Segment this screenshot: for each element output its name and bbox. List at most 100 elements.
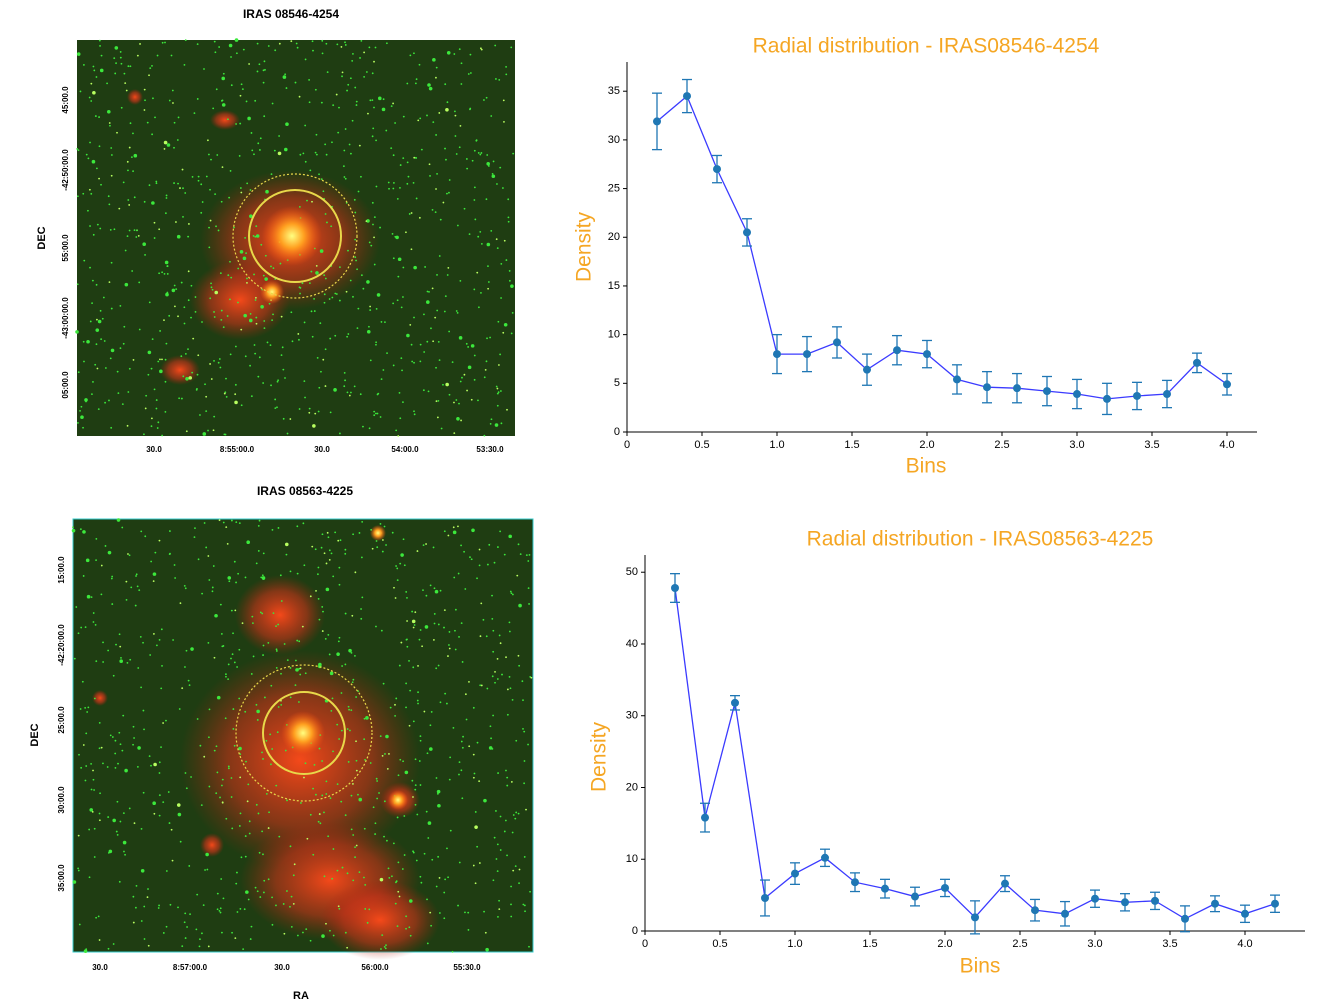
star xyxy=(208,785,211,788)
star xyxy=(503,322,508,327)
star xyxy=(448,647,451,650)
star xyxy=(318,747,321,750)
star xyxy=(485,947,489,952)
star xyxy=(502,187,504,189)
star xyxy=(364,883,367,886)
star xyxy=(284,749,287,752)
star xyxy=(408,899,413,903)
star xyxy=(212,565,215,567)
data-point xyxy=(821,853,829,862)
x-tick-label: 1.0 xyxy=(769,439,784,451)
star xyxy=(123,850,125,853)
star xyxy=(255,703,258,706)
star xyxy=(283,643,286,645)
star xyxy=(222,645,225,647)
star xyxy=(413,361,415,364)
star xyxy=(166,143,171,147)
star xyxy=(263,320,266,322)
star xyxy=(443,917,446,920)
star xyxy=(480,48,483,51)
star xyxy=(235,52,238,55)
star xyxy=(225,377,227,380)
star xyxy=(260,576,263,579)
star xyxy=(459,380,462,383)
star xyxy=(347,705,350,708)
star xyxy=(334,531,337,534)
star xyxy=(528,603,530,605)
x-tick-label: 3.5 xyxy=(1162,938,1177,950)
star xyxy=(290,925,293,928)
star xyxy=(462,735,464,738)
star xyxy=(321,794,324,797)
star xyxy=(398,664,401,667)
star xyxy=(384,947,387,950)
star xyxy=(435,134,437,136)
star xyxy=(328,653,331,656)
star xyxy=(95,343,98,346)
star xyxy=(325,42,328,45)
star xyxy=(180,355,183,358)
y-tick-label: 25:00.0 xyxy=(57,706,66,734)
star xyxy=(295,668,299,672)
star xyxy=(299,292,301,295)
star xyxy=(100,54,103,57)
star xyxy=(434,316,437,319)
star xyxy=(196,373,199,376)
star xyxy=(337,640,340,643)
star xyxy=(392,187,395,190)
star xyxy=(435,777,438,779)
data-point xyxy=(791,869,799,878)
star xyxy=(480,242,483,245)
star xyxy=(507,198,510,201)
star xyxy=(163,272,166,275)
star xyxy=(376,780,379,782)
star xyxy=(392,102,394,105)
star xyxy=(319,822,322,825)
star xyxy=(100,746,103,749)
star xyxy=(257,525,260,527)
outer-circle xyxy=(232,173,358,299)
star xyxy=(448,778,451,781)
star xyxy=(203,522,206,524)
star xyxy=(296,525,299,528)
star xyxy=(376,293,381,297)
star xyxy=(116,370,119,373)
star xyxy=(319,249,324,253)
star xyxy=(392,154,395,157)
star xyxy=(100,593,103,596)
star xyxy=(231,653,234,656)
x-tick-label: 56:00.0 xyxy=(361,963,389,972)
star xyxy=(254,352,257,355)
star xyxy=(379,522,382,525)
star xyxy=(413,52,415,55)
star xyxy=(507,220,510,223)
star xyxy=(175,221,177,223)
star xyxy=(260,305,264,309)
star xyxy=(463,550,465,553)
star xyxy=(400,553,404,557)
star xyxy=(92,381,94,383)
star xyxy=(438,255,441,257)
star xyxy=(329,797,332,800)
star xyxy=(136,585,139,588)
star xyxy=(299,153,302,156)
star xyxy=(414,788,417,791)
y-tick-label: 10 xyxy=(626,853,638,865)
star xyxy=(312,787,314,790)
star xyxy=(304,762,307,765)
star xyxy=(348,394,351,397)
star xyxy=(261,574,264,577)
star xyxy=(476,271,479,274)
star xyxy=(337,131,340,134)
star xyxy=(473,354,476,357)
star xyxy=(160,746,162,749)
star xyxy=(72,880,77,884)
star xyxy=(92,65,95,68)
star xyxy=(355,844,358,847)
star xyxy=(95,559,97,561)
star xyxy=(140,869,145,873)
star xyxy=(473,378,476,381)
star xyxy=(148,755,151,757)
star xyxy=(197,175,200,178)
star xyxy=(527,587,530,590)
